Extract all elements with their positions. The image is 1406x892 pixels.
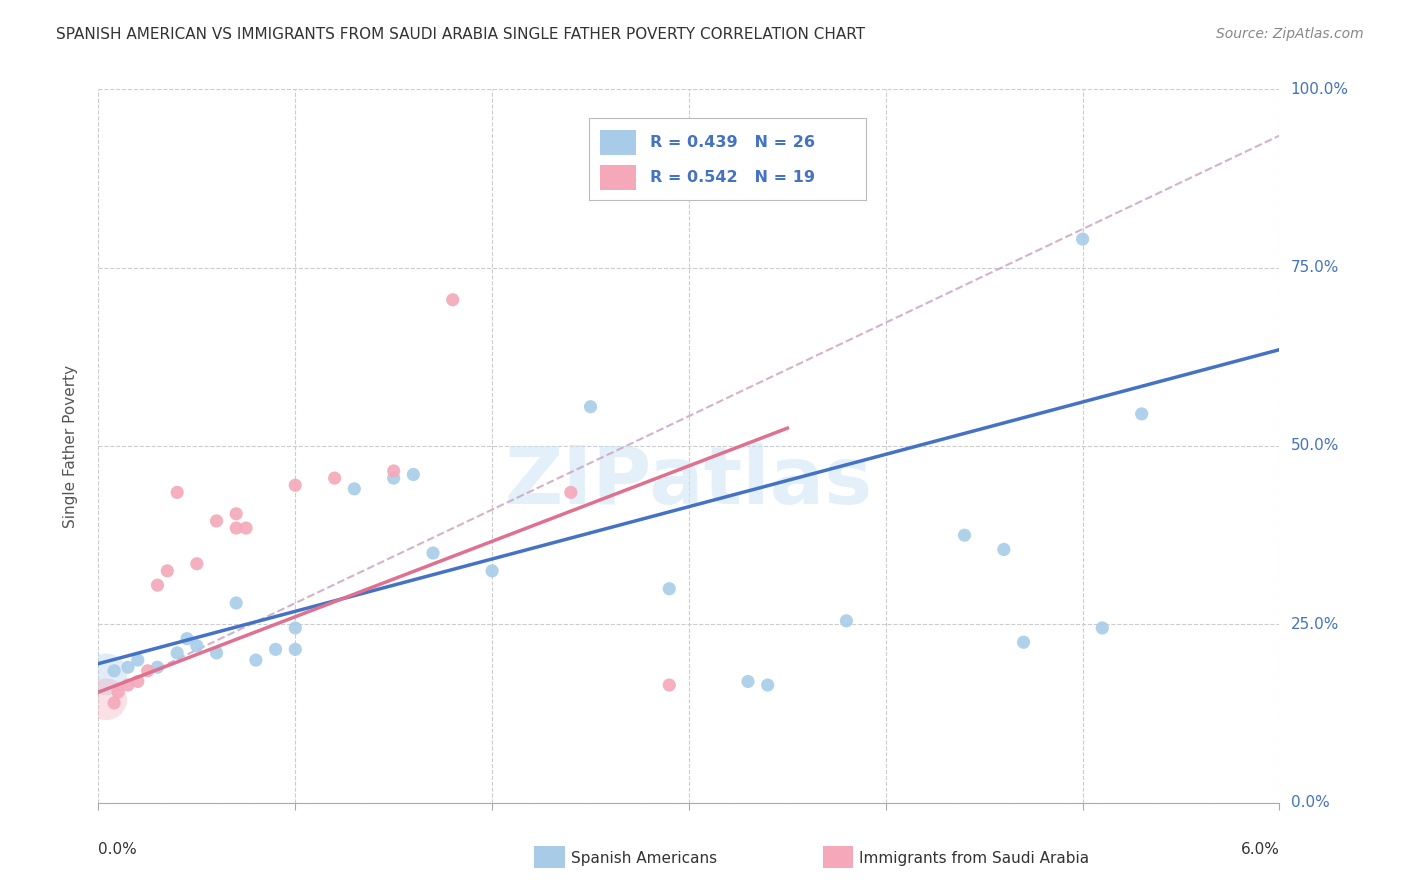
Point (658, 678, 681, 692)
Point (186, 557, 208, 571)
Point (323, 471, 346, 485)
Point (166, 646, 188, 660)
Point (658, 582, 681, 596)
Text: 50.0%: 50.0% (1291, 439, 1339, 453)
Point (225, 596, 247, 610)
Point (264, 642, 287, 657)
Point (1091, 621, 1114, 635)
Point (1130, 407, 1153, 421)
Point (382, 464, 405, 478)
Text: Spanish Americans: Spanish Americans (571, 852, 717, 866)
Text: R = 0.439   N = 26: R = 0.439 N = 26 (650, 135, 815, 150)
Point (117, 660, 139, 674)
Point (579, 400, 602, 414)
Point (756, 678, 779, 692)
Point (103, 696, 125, 710)
Point (422, 546, 444, 560)
Point (146, 578, 169, 592)
Point (953, 528, 976, 542)
Point (127, 653, 149, 667)
FancyBboxPatch shape (600, 130, 636, 154)
Point (205, 646, 228, 660)
Point (284, 642, 307, 657)
Point (225, 521, 247, 535)
Point (441, 293, 464, 307)
Text: ZIPatlas: ZIPatlas (505, 442, 873, 521)
Text: Source: ZipAtlas.com: Source: ZipAtlas.com (1216, 27, 1364, 41)
Point (176, 632, 198, 646)
Point (166, 485, 188, 500)
Point (127, 674, 149, 689)
Point (235, 521, 257, 535)
Point (107, 685, 129, 699)
Point (103, 664, 125, 678)
Point (402, 467, 425, 482)
Point (1012, 635, 1035, 649)
FancyBboxPatch shape (600, 165, 636, 190)
Point (284, 621, 307, 635)
Point (186, 639, 208, 653)
Point (993, 542, 1015, 557)
Text: 75.0%: 75.0% (1291, 260, 1339, 275)
Point (205, 514, 228, 528)
Text: R = 0.542   N = 19: R = 0.542 N = 19 (650, 170, 815, 186)
Text: SPANISH AMERICAN VS IMMIGRANTS FROM SAUDI ARABIA SINGLE FATHER POVERTY CORRELATI: SPANISH AMERICAN VS IMMIGRANTS FROM SAUD… (56, 27, 865, 42)
Text: 0.0%: 0.0% (98, 842, 138, 856)
Text: Immigrants from Saudi Arabia: Immigrants from Saudi Arabia (859, 852, 1090, 866)
FancyBboxPatch shape (589, 118, 866, 200)
Text: 100.0%: 100.0% (1291, 82, 1348, 96)
Text: 0.0%: 0.0% (1291, 796, 1329, 810)
Point (117, 678, 139, 692)
Point (1071, 232, 1094, 246)
Point (737, 674, 759, 689)
Point (96, 667, 118, 681)
Point (284, 478, 307, 492)
Point (136, 664, 159, 678)
Point (225, 507, 247, 521)
Point (156, 564, 179, 578)
Point (835, 614, 858, 628)
Text: 6.0%: 6.0% (1240, 842, 1279, 856)
Point (146, 660, 169, 674)
Text: 25.0%: 25.0% (1291, 617, 1339, 632)
Point (245, 653, 267, 667)
Y-axis label: Single Father Poverty: Single Father Poverty (63, 365, 77, 527)
Point (96, 692, 118, 706)
Point (481, 564, 503, 578)
Point (382, 471, 405, 485)
Point (343, 482, 366, 496)
Point (560, 485, 582, 500)
